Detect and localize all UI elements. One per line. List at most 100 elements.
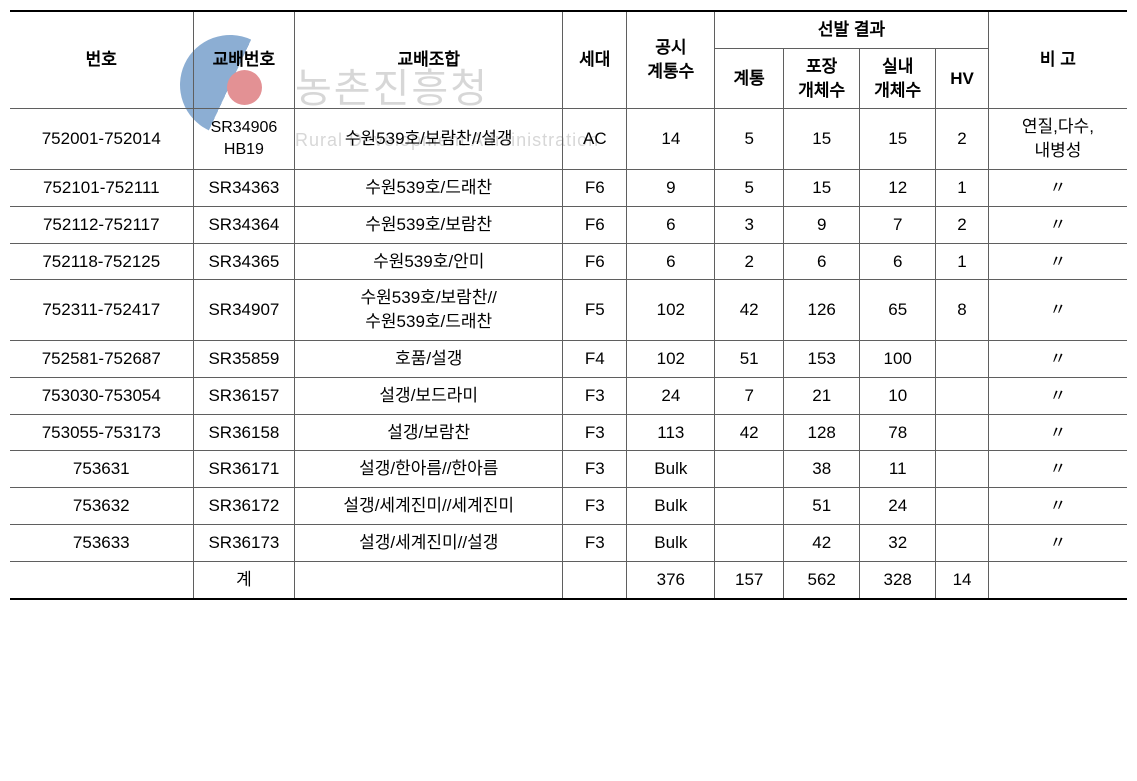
table-row: 752118-752125SR34365수원539호/안미F662661〃 <box>10 243 1127 280</box>
cell-field: 42 <box>784 524 860 561</box>
cell-indoor: 15 <box>860 109 936 170</box>
column-subheader: 포장개체수 <box>784 48 860 109</box>
cell-sel: 157 <box>715 561 784 598</box>
cell-hv: 2 <box>936 206 989 243</box>
cell-hv: 1 <box>936 169 989 206</box>
cell-sel: 3 <box>715 206 784 243</box>
cell-field: 128 <box>784 414 860 451</box>
cell-field: 153 <box>784 340 860 377</box>
cell-note: 〃 <box>988 524 1127 561</box>
table-row: 753631SR36171설갱/한아름//한아름F3Bulk3811〃 <box>10 451 1127 488</box>
cell-sel: 5 <box>715 169 784 206</box>
cell-lines: 102 <box>627 280 715 341</box>
column-subheader: 계통 <box>715 48 784 109</box>
cell-indoor: 32 <box>860 524 936 561</box>
cell-note: 〃 <box>988 488 1127 525</box>
cell-comb: 수원539호/안미 <box>295 243 563 280</box>
cell-note <box>988 561 1127 598</box>
cell-num: 753055-753173 <box>10 414 193 451</box>
cell-num: 752001-752014 <box>10 109 193 170</box>
cell-hv: 1 <box>936 243 989 280</box>
cell-hv: 8 <box>936 280 989 341</box>
cell-sel <box>715 488 784 525</box>
cell-field: 51 <box>784 488 860 525</box>
table-row: 753632SR36172설갱/세계진미//세계진미F3Bulk5124〃 <box>10 488 1127 525</box>
cell-comb: 수원539호/드래찬 <box>295 169 563 206</box>
cell-num: 752311-752417 <box>10 280 193 341</box>
cell-note: 〃 <box>988 377 1127 414</box>
cell-note: 연질,다수,내병성 <box>988 109 1127 170</box>
cell-note: 〃 <box>988 414 1127 451</box>
cell-num: 752112-752117 <box>10 206 193 243</box>
cell-note: 〃 <box>988 169 1127 206</box>
cell-cross_num: SR34365 <box>193 243 295 280</box>
cell-cross_num: SR34363 <box>193 169 295 206</box>
cell-cross_num: SR34906HB19 <box>193 109 295 170</box>
cell-hv: 14 <box>936 561 989 598</box>
cell-hv <box>936 340 989 377</box>
table-row: 752101-752111SR34363수원539호/드래찬F69515121〃 <box>10 169 1127 206</box>
cell-hv <box>936 414 989 451</box>
table-row: 계37615756232814 <box>10 561 1127 598</box>
cell-gen: F3 <box>563 451 627 488</box>
cell-sel: 42 <box>715 414 784 451</box>
cell-lines: Bulk <box>627 524 715 561</box>
cell-hv <box>936 488 989 525</box>
cell-gen: F3 <box>563 377 627 414</box>
cell-num: 752581-752687 <box>10 340 193 377</box>
column-header: 비 고 <box>988 11 1127 109</box>
cell-sel <box>715 451 784 488</box>
cell-indoor: 65 <box>860 280 936 341</box>
breeding-results-table: 번호교배번호교배조합세대공시계통수선발 결과비 고 계통포장개체수실내개체수HV… <box>10 10 1127 600</box>
cell-num <box>10 561 193 598</box>
cell-num: 753632 <box>10 488 193 525</box>
cell-sel: 7 <box>715 377 784 414</box>
cell-num: 752101-752111 <box>10 169 193 206</box>
cell-lines: 9 <box>627 169 715 206</box>
cell-indoor: 6 <box>860 243 936 280</box>
cell-comb: 수원539호/보람찬 <box>295 206 563 243</box>
cell-gen: AC <box>563 109 627 170</box>
cell-cross_num: SR36158 <box>193 414 295 451</box>
cell-lines: 376 <box>627 561 715 598</box>
cell-indoor: 10 <box>860 377 936 414</box>
cell-lines: 14 <box>627 109 715 170</box>
cell-cross_num: SR36173 <box>193 524 295 561</box>
cell-note: 〃 <box>988 280 1127 341</box>
cell-note: 〃 <box>988 206 1127 243</box>
table-row: 752581-752687SR35859호품/설갱F410251153100〃 <box>10 340 1127 377</box>
cell-comb: 수원539호/보람찬//설갱 <box>295 109 563 170</box>
cell-hv <box>936 451 989 488</box>
cell-comb: 설갱/보람찬 <box>295 414 563 451</box>
cell-comb <box>295 561 563 598</box>
cell-gen: F3 <box>563 524 627 561</box>
cell-num: 753030-753054 <box>10 377 193 414</box>
column-header: 공시계통수 <box>627 11 715 109</box>
cell-lines: Bulk <box>627 451 715 488</box>
cell-comb: 설갱/세계진미//설갱 <box>295 524 563 561</box>
cell-field: 15 <box>784 169 860 206</box>
column-header: 선발 결과 <box>715 11 989 48</box>
cell-lines: 6 <box>627 243 715 280</box>
cell-field: 562 <box>784 561 860 598</box>
cell-cross_num: SR34907 <box>193 280 295 341</box>
cell-indoor: 100 <box>860 340 936 377</box>
cell-cross_num: SR35859 <box>193 340 295 377</box>
cell-num: 753631 <box>10 451 193 488</box>
cell-hv <box>936 524 989 561</box>
cell-gen: F6 <box>563 243 627 280</box>
cell-num: 753633 <box>10 524 193 561</box>
cell-note: 〃 <box>988 451 1127 488</box>
cell-gen: F3 <box>563 488 627 525</box>
cell-comb: 설갱/한아름//한아름 <box>295 451 563 488</box>
column-header: 교배조합 <box>295 11 563 109</box>
cell-sel: 42 <box>715 280 784 341</box>
table-row: 752112-752117SR34364수원539호/보람찬F663972〃 <box>10 206 1127 243</box>
column-header: 교배번호 <box>193 11 295 109</box>
cell-sel <box>715 524 784 561</box>
cell-hv: 2 <box>936 109 989 170</box>
cell-indoor: 78 <box>860 414 936 451</box>
table-row: 753633SR36173설갱/세계진미//설갱F3Bulk 4232 〃 <box>10 524 1127 561</box>
cell-gen: F3 <box>563 414 627 451</box>
cell-cross_num: SR36171 <box>193 451 295 488</box>
